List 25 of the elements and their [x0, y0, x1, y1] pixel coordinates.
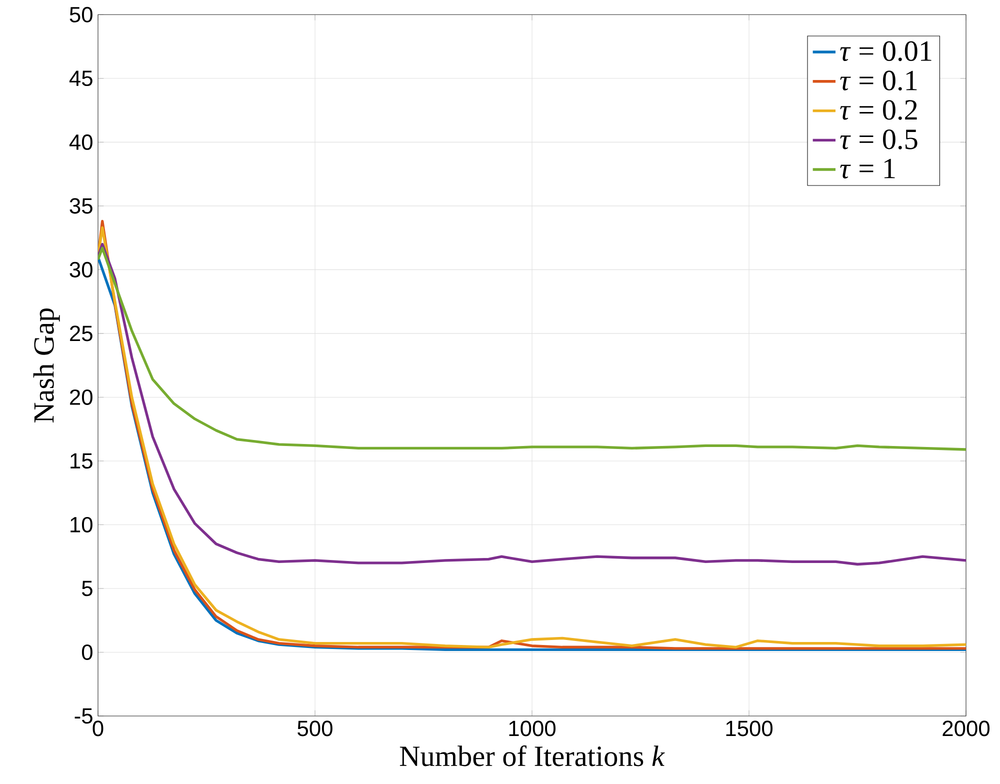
x-axis-title: Number of Iterations k: [400, 745, 665, 766]
y-tick-label: 10: [70, 516, 92, 532]
y-tick-label: -5: [74, 708, 92, 724]
y-tick-label: 40: [69, 134, 92, 150]
x-tick-label: 2000: [942, 720, 990, 736]
x-tick-label: 1000: [509, 720, 556, 736]
y-axis-title: Nash Gap: [33, 308, 60, 423]
x-tick-label: 1500: [726, 720, 773, 736]
line-series: [98, 242, 966, 566]
y-tick-label: 50: [70, 6, 92, 22]
y-tick-label: 20: [70, 389, 92, 405]
x-tick-label: 500: [298, 720, 332, 736]
legend-label: τ = 0.5: [840, 129, 918, 150]
x-tick-label: 0: [92, 720, 104, 736]
y-tick-label: 25: [70, 326, 92, 342]
y-tick-label: 5: [82, 580, 92, 596]
legend-label: τ = 0.1: [840, 70, 917, 91]
y-tick-label: 35: [70, 198, 92, 214]
y-tick-label: 30: [70, 262, 92, 278]
y-tick-label: 45: [69, 70, 92, 86]
y-tick-label: 15: [70, 453, 92, 469]
legend-label: τ = 0.2: [840, 100, 917, 120]
y-tick-label: 0: [82, 644, 92, 660]
legend-label: τ = 0.01: [840, 41, 932, 62]
legend-label: τ = 1: [840, 158, 895, 178]
